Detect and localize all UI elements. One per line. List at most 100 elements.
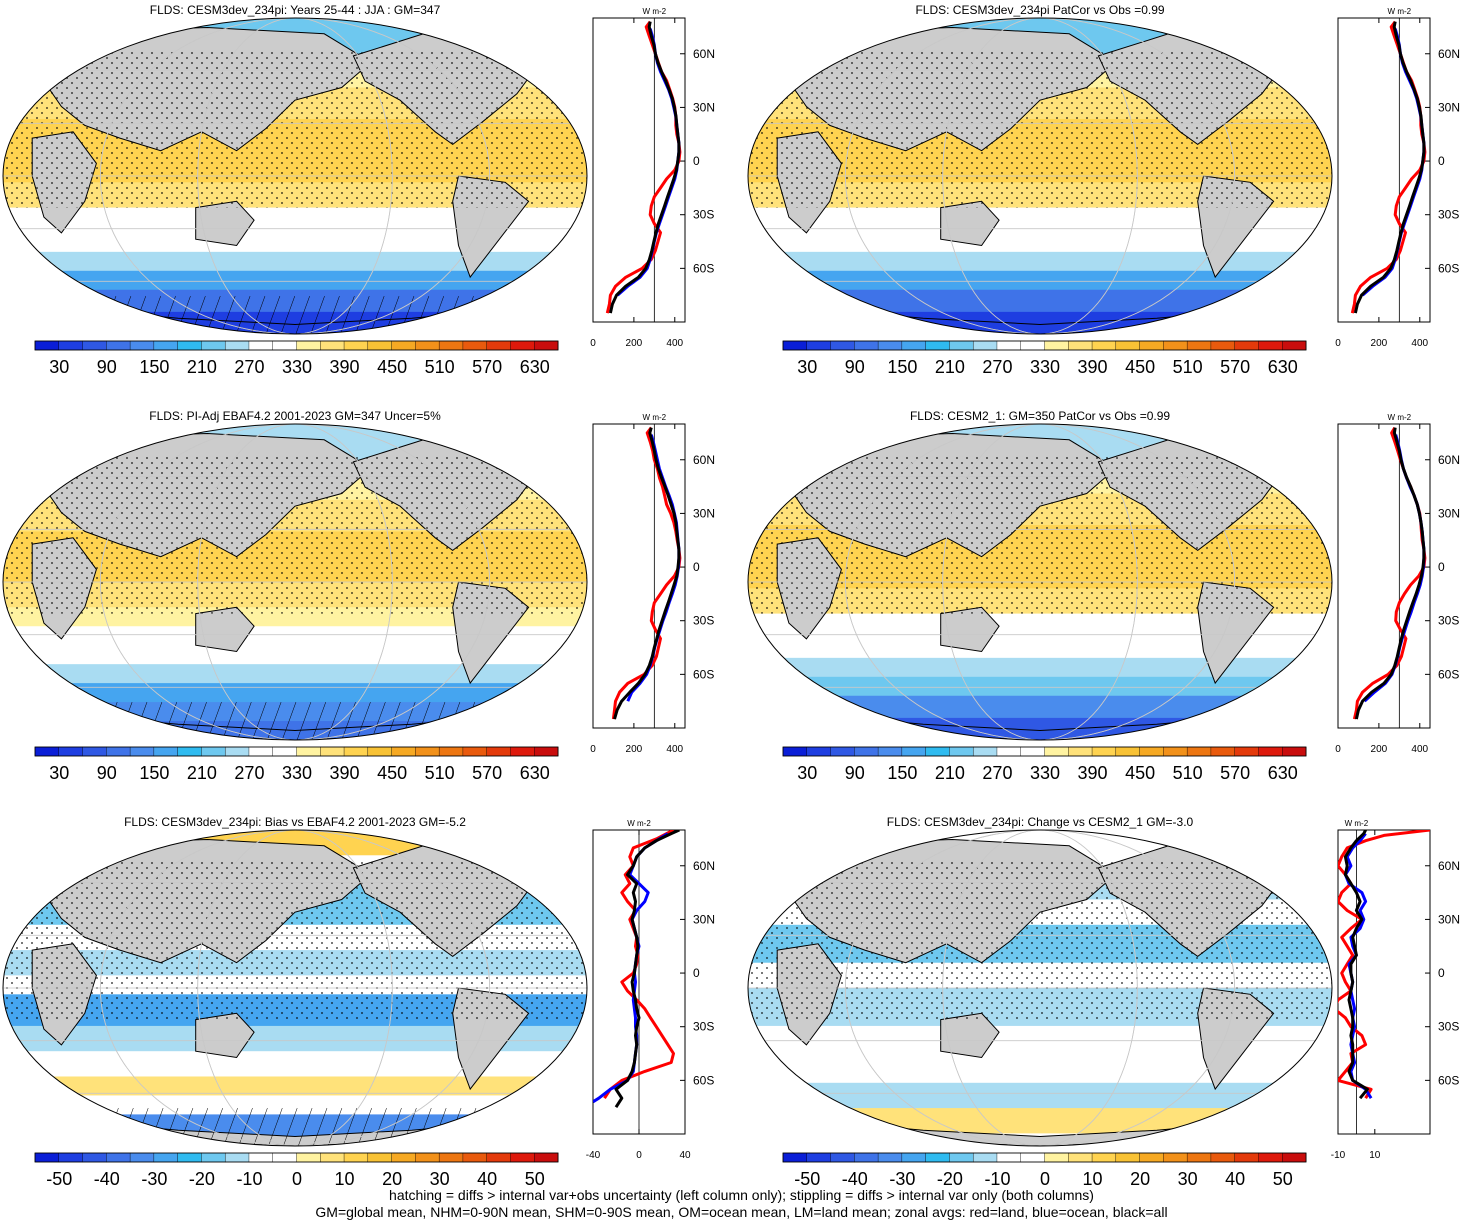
graticule-meridian — [99, 830, 491, 1146]
colorbar-cell — [1139, 746, 1164, 757]
colorbar-tick-label: 0 — [1040, 1169, 1050, 1189]
graticule-meridian — [99, 18, 491, 334]
colorbar-6: -50 -40 -30 -20 -10 0 10 20 30 40 50 — [782, 1152, 1307, 1189]
colorbar-cell — [854, 1152, 879, 1163]
colorbar-cell — [224, 746, 250, 757]
map-border — [2, 17, 588, 335]
colorbar-cell — [534, 1152, 559, 1163]
colorbar-cell — [177, 340, 202, 351]
colorbar-cell — [367, 1152, 393, 1163]
lat-tick-label: 30N — [1438, 506, 1460, 520]
lat-tick-label: 30S — [1438, 1020, 1459, 1034]
colorbar-tick-label: -10 — [236, 1169, 262, 1189]
colorbar-tick-label: 630 — [520, 357, 550, 377]
colorbar-cell — [129, 1152, 155, 1163]
colorbar-tick-label: 90 — [97, 357, 117, 377]
stippling — [3, 455, 587, 614]
colorbar-cell — [391, 340, 416, 351]
colorbar-tick-label: 270 — [982, 763, 1012, 783]
colorbar-cell — [1282, 1152, 1307, 1163]
colorbar-cell — [82, 746, 107, 757]
colorbar-cell — [877, 1152, 903, 1163]
lat-tick-label: 30S — [693, 614, 714, 628]
x-tick-label: 400 — [1411, 744, 1428, 755]
colorbar-4: 30 90 150 210 270 330 390 450 510 570 630 — [782, 746, 1307, 783]
colorbar-tick-label: 30 — [49, 357, 69, 377]
colorbar-cell — [106, 340, 131, 351]
field-band — [3, 664, 587, 684]
field-band — [748, 717, 1332, 740]
colorbar-cell — [438, 340, 464, 351]
x-tick-label: 0 — [1335, 338, 1341, 349]
zonal-unit-label: W m-2 — [1345, 819, 1369, 828]
lat-tick-label: 30N — [693, 506, 715, 520]
zonal-line-all — [608, 21, 681, 314]
map-5 — [3, 830, 587, 1146]
colorbar-cell — [830, 340, 855, 351]
colorbar-cell — [830, 1152, 855, 1163]
colorbar-cell — [1210, 340, 1236, 351]
field-band — [748, 1108, 1332, 1134]
field-band — [748, 657, 1332, 678]
zonal-series-group — [593, 830, 680, 1109]
colorbar-cell — [949, 340, 974, 351]
lat-tick-label: 0 — [1438, 966, 1445, 980]
field-band — [748, 270, 1332, 291]
lat-tick-label: 60S — [693, 667, 714, 681]
colorbar-cell — [415, 1152, 440, 1163]
colorbar-cell — [272, 340, 297, 351]
colorbar-cell — [1163, 1152, 1188, 1163]
colorbar-tick-label: 270 — [982, 357, 1012, 377]
colorbar-cell — [830, 746, 855, 757]
colorbar-tick-label: 450 — [1125, 763, 1155, 783]
colorbar-tick-label: 30 — [49, 763, 69, 783]
x-tick-label: 0 — [636, 1150, 642, 1161]
colorbar-cell — [367, 340, 393, 351]
colorbar-tick-label: -40 — [94, 1169, 120, 1189]
zonal-line-all — [1353, 21, 1426, 314]
graticule-meridian — [942, 424, 1138, 740]
colorbar-cell — [320, 1152, 345, 1163]
colorbar-cell — [248, 1152, 274, 1163]
hatching — [3, 1108, 587, 1146]
zonal-plot-5: W m-2 60N 30N 0 30S 60S -40 0 40 — [586, 819, 715, 1161]
colorbar-cell — [806, 340, 832, 351]
colorbar-cell — [462, 340, 488, 351]
colorbar-tick-label: 450 — [377, 763, 407, 783]
lat-tick-label: 0 — [1438, 560, 1445, 574]
panel-6: -50 -40 -30 -20 -10 0 10 20 30 40 50 W m-2 60N 30N 0 30… — [747, 819, 1460, 1189]
lat-tick-label: 30S — [1438, 614, 1459, 628]
zonal-plot-1: W m-2 60N 30N 0 30S 60S 0 200 400 — [590, 7, 715, 349]
colorbar-cell — [153, 746, 179, 757]
field-band — [3, 1051, 587, 1077]
colorbar-cell — [854, 746, 879, 757]
colorbar-cell — [438, 1152, 464, 1163]
colorbar-cell — [129, 746, 155, 757]
graticule-meridian — [942, 18, 1138, 334]
colorbar-cell — [806, 1152, 832, 1163]
colorbar-cell — [1282, 340, 1307, 351]
lat-tick-label: 60N — [1438, 453, 1460, 467]
colorbar-cell — [534, 340, 559, 351]
x-tick-label: 200 — [626, 338, 643, 349]
colorbar-cell — [925, 746, 950, 757]
zonal-line-all — [613, 427, 681, 720]
colorbar-cell — [1091, 1152, 1117, 1163]
colorbar-cell — [1020, 340, 1046, 351]
field-band — [748, 695, 1332, 719]
map-border — [2, 423, 588, 741]
colorbar-cell — [972, 340, 998, 351]
colorbar-cell — [58, 746, 84, 757]
x-tick-label: 200 — [1371, 744, 1388, 755]
colorbar-tick-label: 30 — [797, 357, 817, 377]
x-tick-label: 400 — [666, 744, 683, 755]
colorbar-3: 30 90 150 210 270 330 390 450 510 570 630 — [34, 746, 559, 783]
colorbar-cell — [415, 340, 440, 351]
colorbar-tick-label: 50 — [1273, 1169, 1293, 1189]
colorbar-tick-label: 450 — [1125, 357, 1155, 377]
map-border — [747, 423, 1333, 741]
hatching — [3, 296, 587, 334]
hatching — [3, 702, 587, 740]
colorbar-tick-label: 510 — [425, 763, 455, 783]
